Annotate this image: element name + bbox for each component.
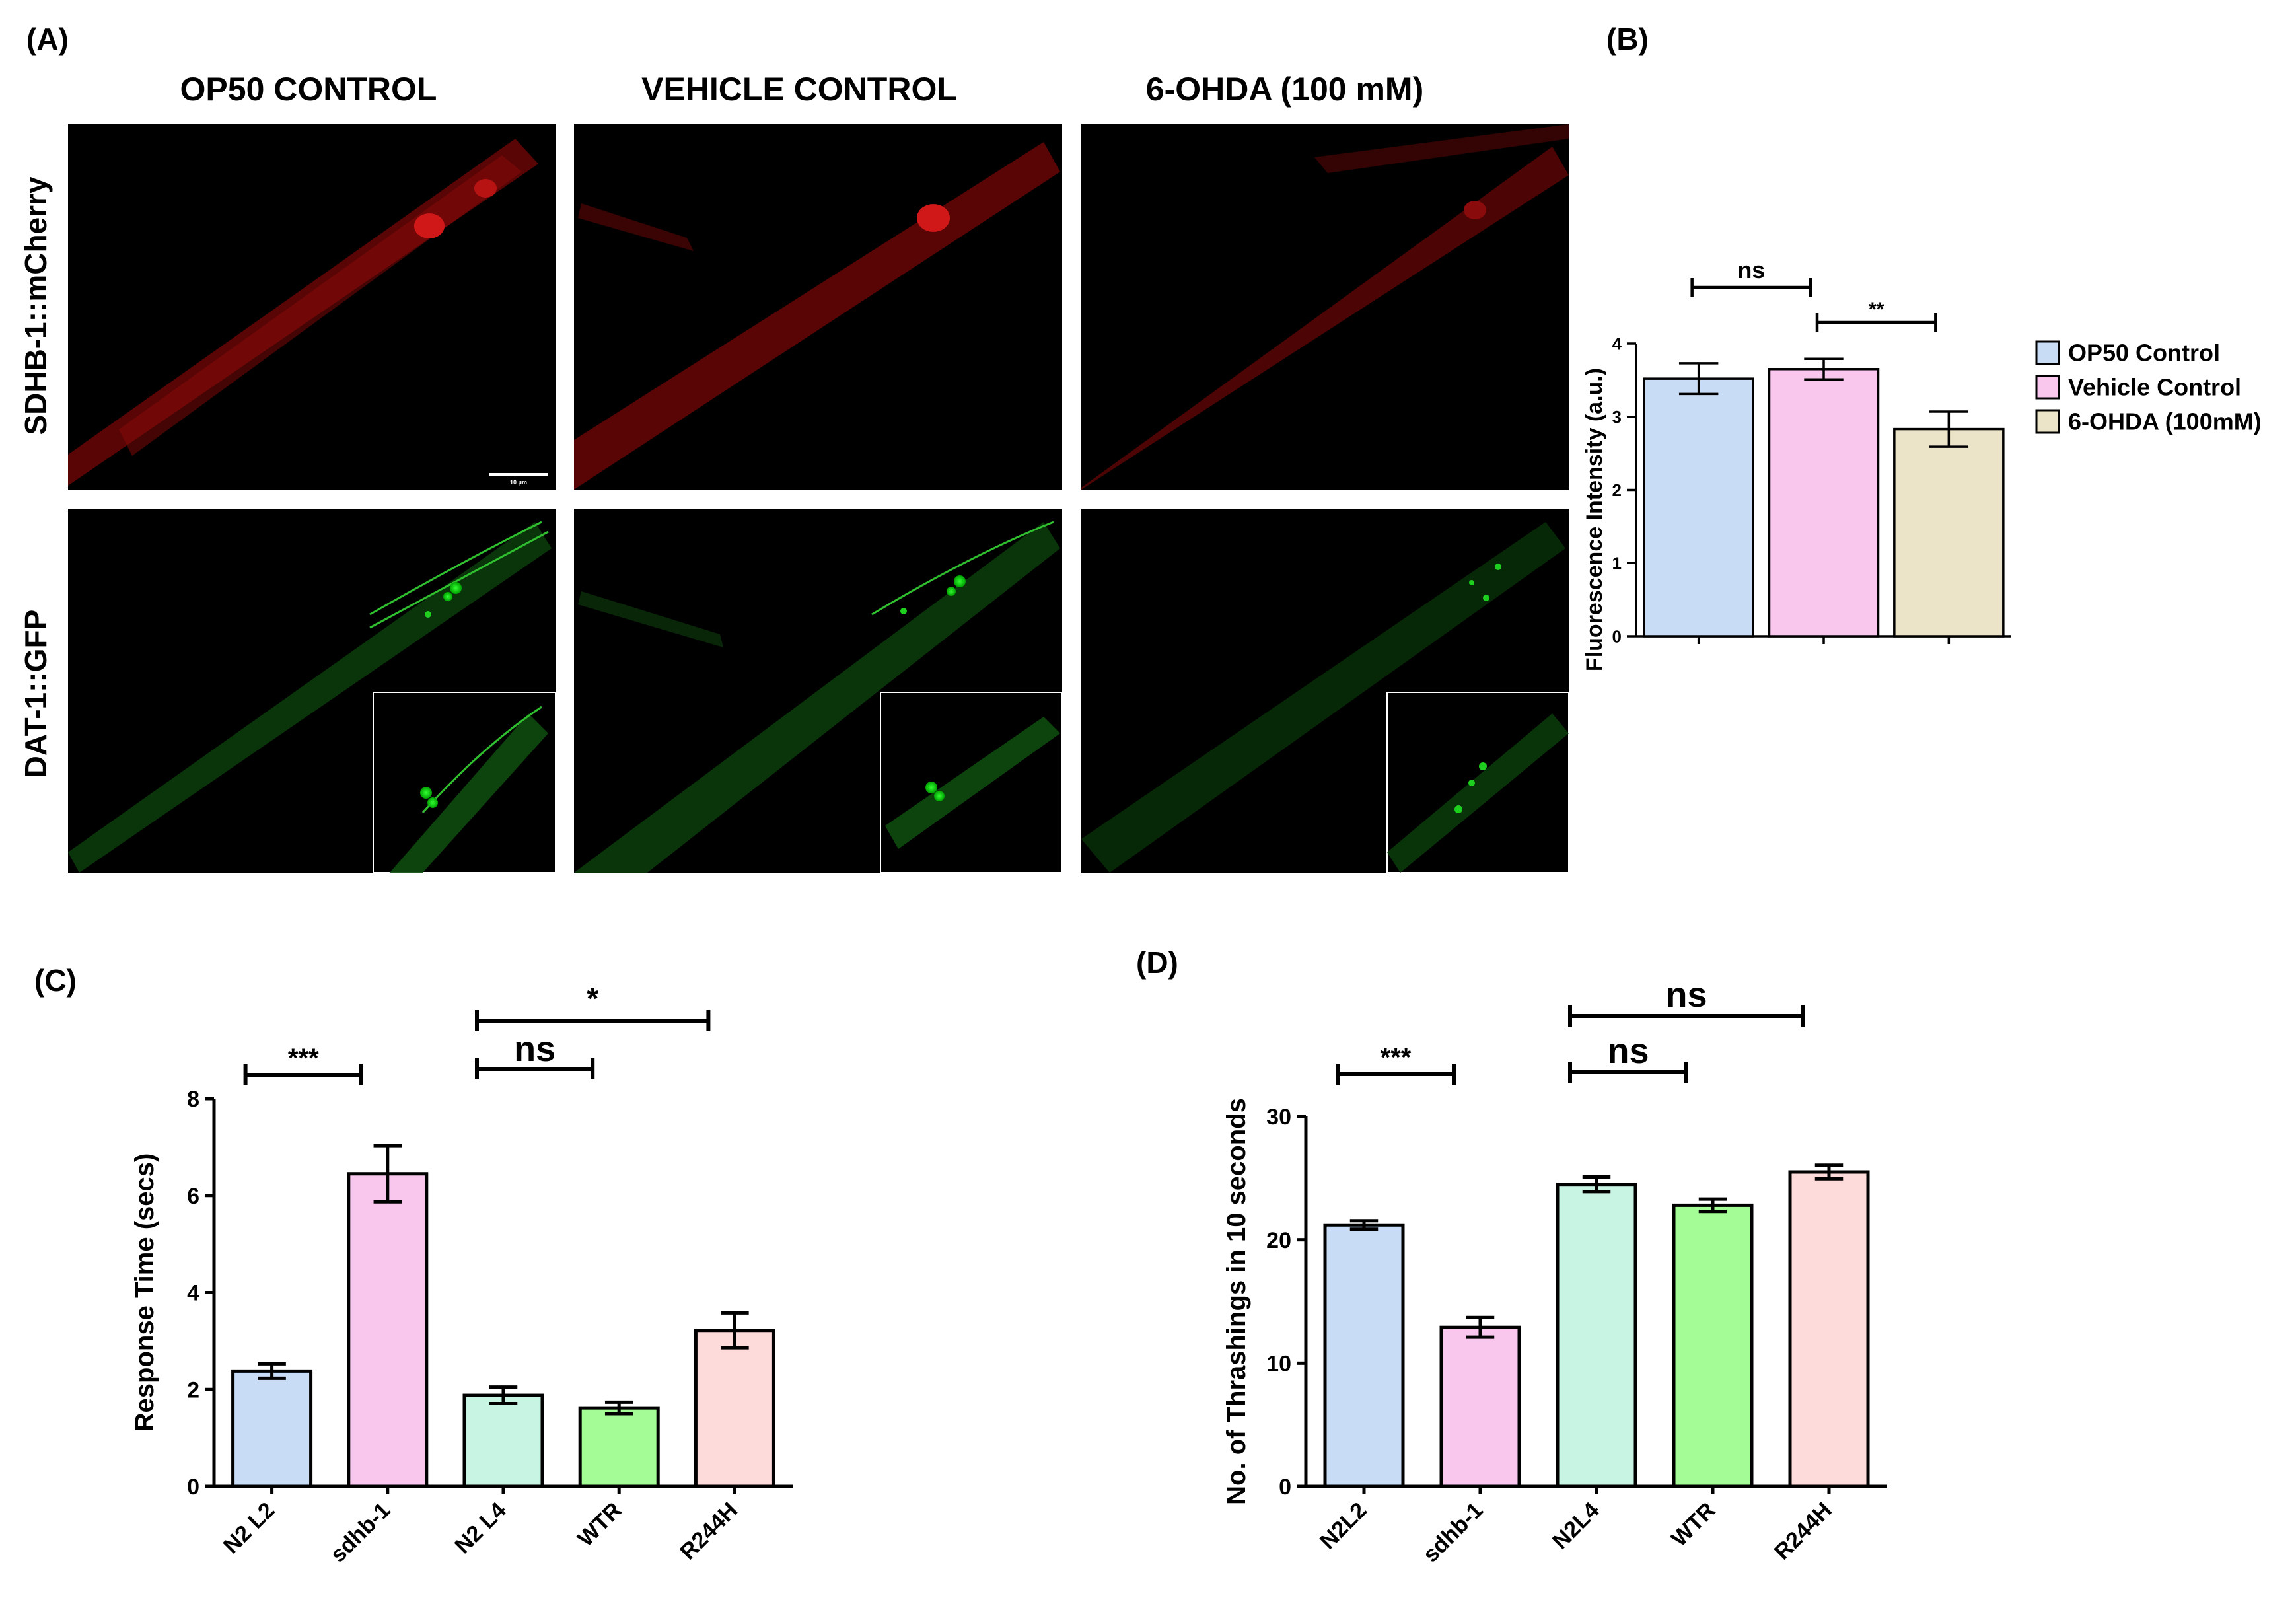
bar <box>578 1406 660 1488</box>
row-label-sdhb1-mcherry: SDHB-1::mCherry <box>18 176 53 435</box>
column-header-6ohda: 6-OHDA (100 mM) <box>1146 71 1423 108</box>
column-header-vehicle: VEHICLE CONTROL <box>641 71 957 108</box>
x-tick-label: WTR <box>573 1498 627 1552</box>
x-tick-label: N2L4 <box>1548 1498 1604 1554</box>
column-header-op50: OP50 CONTROL <box>180 71 437 108</box>
panel-d-label: (D) <box>1136 945 1178 980</box>
panel-b-label: (B) <box>1606 22 1649 56</box>
significance-label: ns <box>1665 975 1707 1015</box>
y-tick-label: 0 <box>187 1475 199 1500</box>
bar <box>1556 1183 1637 1488</box>
chart-c: 0 2 4 6 8 Response Time (secs) N2 L2 sdhb-1 N2 L… <box>130 981 793 1567</box>
scale-bar <box>489 473 548 476</box>
y-tick-label: 20 <box>1266 1228 1291 1253</box>
x-tick-label: sdhb-1 <box>326 1498 396 1568</box>
micrograph-gfp-6ohda <box>1081 509 1569 873</box>
x-tick-label: R244H <box>1770 1498 1837 1565</box>
micrograph-gfp-op50 <box>68 509 556 873</box>
legend-label: OP50 Control <box>2068 340 2220 367</box>
bar <box>1893 427 2005 638</box>
significance-label: ns <box>1607 1031 1649 1071</box>
bar <box>1768 368 1880 638</box>
panel-a: (A) OP50 CONTROL VEHICLE CONTROL 6-OHDA … <box>18 22 1569 873</box>
y-tick-label: 2 <box>187 1377 199 1403</box>
y-axis-label: Response Time (secs) <box>130 1153 159 1432</box>
x-tick-label: N2 L2 <box>219 1498 279 1558</box>
legend-label: 6-OHDA (100mM) <box>2068 408 2262 435</box>
significance-label: ** <box>1869 299 1884 320</box>
x-tick-label: R244H <box>675 1498 742 1565</box>
significance-label: *** <box>288 1044 319 1073</box>
chart-b: 0 1 2 3 4 Fluorescence Intensity (a.u.) ns ** OP… <box>1582 256 2262 671</box>
significance-label: ns <box>1737 256 1765 283</box>
bar <box>694 1329 775 1488</box>
x-tick-label: WTR <box>1667 1498 1721 1552</box>
micrograph-mcherry-vehicle <box>574 124 1062 490</box>
y-tick-label: 1 <box>1612 554 1622 573</box>
row-label-dat1-gfp: DAT-1::GFP <box>18 610 53 778</box>
scale-bar-label: 10 μm <box>510 479 527 486</box>
significance-label: ns <box>514 1029 556 1069</box>
legend-swatch <box>2035 340 2060 365</box>
bar <box>1643 377 1754 638</box>
y-tick-label: 3 <box>1612 407 1622 427</box>
bar <box>347 1172 429 1488</box>
y-tick-label: 10 <box>1266 1352 1291 1377</box>
x-tick-label: sdhb-1 <box>1418 1498 1488 1568</box>
y-tick-label: 30 <box>1266 1105 1291 1130</box>
micrograph-mcherry-op50: 10 μm <box>68 124 556 490</box>
y-axis-label: No. of Thrashings in 10 seconds <box>1222 1098 1251 1505</box>
y-tick-label: 8 <box>187 1087 199 1112</box>
bar <box>462 1393 544 1488</box>
micrograph-mcherry-6ohda <box>1081 124 1569 490</box>
bar <box>231 1369 313 1488</box>
chart-d: 0 10 20 30 No. of Thrashings in 10 seconds N2… <box>1222 975 1887 1567</box>
bar <box>1788 1170 1870 1488</box>
legend-swatch <box>2035 375 2060 400</box>
y-tick-label: 4 <box>187 1281 199 1306</box>
y-axis-label: Fluorescence Intensity (a.u.) <box>1582 368 1607 671</box>
legend-label: Vehicle Control <box>2068 374 2241 401</box>
micrograph-gfp-vehicle <box>574 509 1063 873</box>
panel-c-label: (C) <box>34 963 77 998</box>
y-tick-label: 0 <box>1279 1475 1291 1500</box>
y-tick-label: 6 <box>187 1184 199 1209</box>
bar <box>1323 1223 1405 1488</box>
significance-label: * <box>587 981 598 1015</box>
bar <box>1672 1203 1754 1488</box>
panel-a-label: (A) <box>26 22 69 56</box>
y-tick-label: 4 <box>1612 334 1622 353</box>
y-tick-label: 0 <box>1612 626 1622 646</box>
y-tick-label: 2 <box>1612 480 1622 500</box>
legend-swatch <box>2035 409 2060 434</box>
x-tick-label: N2 L4 <box>450 1498 511 1558</box>
bar <box>1439 1325 1521 1488</box>
significance-label: *** <box>1381 1043 1412 1072</box>
x-tick-label: N2L2 <box>1315 1498 1372 1554</box>
